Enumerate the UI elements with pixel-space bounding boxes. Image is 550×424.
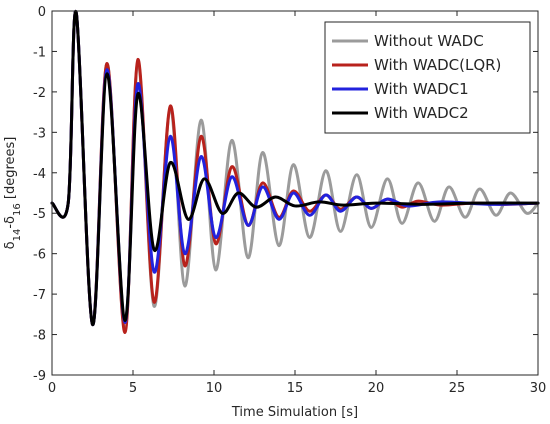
x-tick-label: 25 xyxy=(449,381,466,396)
y-axis-label: δ14-δ16 [degrees] xyxy=(3,137,23,250)
x-tick-label: 15 xyxy=(287,381,304,396)
y-axis-label-base1: δ xyxy=(3,241,18,249)
y-tick-label: -8 xyxy=(33,329,46,344)
y-tick-label: -1 xyxy=(33,45,46,60)
x-tick-label: 10 xyxy=(206,381,223,396)
y-tick-label: -9 xyxy=(33,369,46,384)
x-tick-label: 30 xyxy=(530,381,547,396)
tick-layer: 0 5 10 15 20 25 30 0 -1 -2 -3 -4 -5 -6 -7 -8 -9 xyxy=(33,5,546,396)
y-tick-label: 0 xyxy=(38,5,46,20)
y-axis-label-unit: [degrees] xyxy=(3,137,18,204)
y-axis-label-sub2: 16 xyxy=(12,203,23,216)
legend: Without WADC With WADC(LQR) With WADC1 With… xyxy=(324,21,531,134)
legend-label-with-wadc2: With WADC2 xyxy=(374,104,469,122)
y-axis-label-mid: -δ xyxy=(3,216,18,229)
series-layer xyxy=(50,9,540,335)
y-tick-label: -7 xyxy=(33,288,46,303)
y-tick-label: -5 xyxy=(33,207,46,222)
x-tick-label: 5 xyxy=(129,381,137,396)
y-tick-label: -2 xyxy=(33,86,46,101)
x-axis-label: Time Simulation [s] xyxy=(231,405,358,420)
y-tick-label: -3 xyxy=(33,126,46,141)
series-line-with-wadc2 xyxy=(50,9,540,326)
y-tick-label: -4 xyxy=(33,167,46,182)
y-tick-label: -6 xyxy=(33,248,46,263)
legend-label-without-wadc: Without WADC xyxy=(374,32,484,50)
legend-label-with-wadc-lqr: With WADC(LQR) xyxy=(374,56,501,74)
y-axis-label-sub1: 14 xyxy=(12,229,23,242)
x-tick-label: 20 xyxy=(368,381,385,396)
legend-entries: Without WADC With WADC(LQR) With WADC1 With… xyxy=(332,32,501,122)
x-tick-label: 0 xyxy=(48,381,56,396)
legend-label-with-wadc1: With WADC1 xyxy=(374,80,469,98)
